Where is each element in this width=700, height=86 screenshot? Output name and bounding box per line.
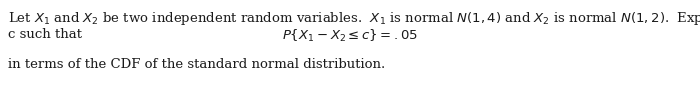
Text: Let $X_1$ and $X_2$ be two independent random variables.  $X_1$ is normal $N(1,4: Let $X_1$ and $X_2$ be two independent r…: [8, 10, 700, 27]
Text: in terms of the CDF of the standard normal distribution.: in terms of the CDF of the standard norm…: [8, 58, 385, 71]
Text: c such that: c such that: [8, 28, 82, 41]
Text: $P\{X_1 - X_2 \leq c\} = .05$: $P\{X_1 - X_2 \leq c\} = .05$: [282, 28, 418, 44]
